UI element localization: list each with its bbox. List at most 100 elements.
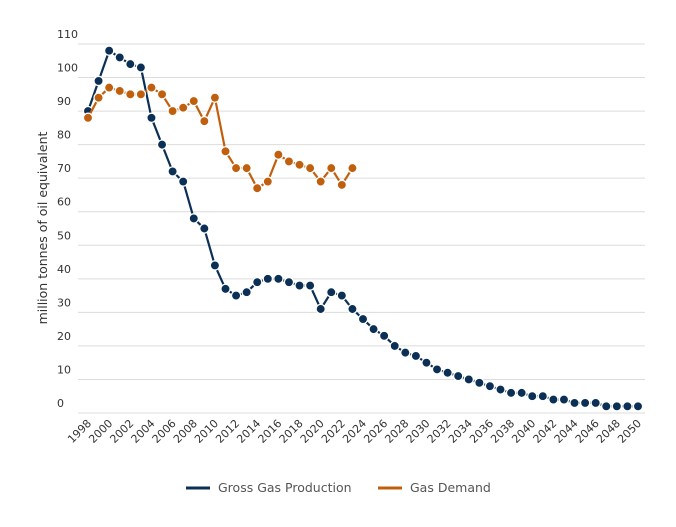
data-point: [177, 102, 189, 113]
data-point: [262, 273, 274, 285]
data-point: [548, 394, 559, 405]
data-point: [230, 290, 242, 301]
x-tick-label: 2050: [615, 417, 644, 446]
data-point: [251, 182, 263, 194]
series-layer: [82, 45, 644, 412]
data-point: [400, 347, 411, 358]
data-point: [262, 176, 274, 187]
y-tick-label: 10: [57, 363, 71, 376]
data-point: [199, 115, 210, 127]
data-point: [632, 401, 644, 412]
data-point: [495, 384, 506, 395]
data-point: [251, 276, 263, 288]
data-point: [114, 85, 125, 97]
y-tick-label: 50: [57, 229, 71, 242]
data-point: [431, 364, 443, 375]
data-point: [326, 286, 337, 298]
data-point: [188, 95, 200, 107]
data-point: [484, 380, 496, 392]
data-point: [177, 176, 189, 187]
data-point: [611, 401, 623, 412]
data-point: [389, 340, 400, 352]
series-gas-demand: [82, 82, 358, 194]
data-point: [421, 357, 432, 368]
data-point: [209, 92, 221, 103]
data-point: [378, 330, 390, 342]
y-tick-label: 40: [57, 263, 71, 276]
data-point: [93, 75, 104, 87]
y-tick-label: 80: [57, 129, 71, 142]
data-point: [537, 390, 549, 402]
data-point: [347, 162, 358, 174]
data-point: [125, 58, 136, 70]
data-point: [125, 89, 136, 100]
y-axis-ticks: 0 10 20 30 40 50 60 70 80 90 100 110: [57, 28, 78, 410]
y-tick-label: 0: [57, 397, 64, 410]
legend-item: Gross Gas Production: [186, 480, 352, 495]
data-point: [326, 162, 337, 174]
y-tick-label: 70: [57, 162, 71, 175]
legend-label: Gross Gas Production: [218, 480, 352, 495]
data-point: [103, 82, 115, 93]
data-point: [156, 139, 168, 150]
data-point: [146, 82, 157, 93]
legend: Gross Gas Production Gas Demand: [186, 480, 491, 495]
data-point: [336, 179, 348, 191]
data-point: [273, 273, 284, 285]
data-point: [209, 260, 221, 271]
data-point: [135, 62, 147, 73]
y-tick-label: 60: [57, 196, 71, 209]
data-point: [199, 223, 210, 234]
y-axis-label: million tonnes of oil equivalent: [35, 131, 50, 324]
data-point: [304, 162, 316, 174]
data-point: [103, 45, 115, 56]
gridlines: [78, 43, 645, 414]
data-point: [569, 397, 580, 409]
data-point: [474, 377, 485, 389]
data-point: [442, 367, 453, 378]
data-point: [241, 162, 252, 174]
data-point: [315, 303, 326, 315]
data-point: [167, 105, 178, 117]
legend-label: Gas Demand: [410, 480, 491, 495]
data-point: [463, 374, 475, 385]
data-point: [579, 397, 591, 409]
data-point: [368, 323, 379, 335]
data-point: [114, 52, 125, 63]
y-tick-label: 90: [57, 95, 71, 108]
data-point: [283, 156, 295, 167]
y-tick-label: 100: [57, 62, 78, 75]
data-point: [526, 390, 538, 402]
data-point: [220, 146, 231, 157]
data-point: [357, 313, 369, 325]
data-point: [135, 89, 147, 100]
data-point: [505, 387, 517, 399]
series-line: [87, 86, 354, 190]
data-point: [315, 176, 326, 187]
data-point: [516, 387, 527, 399]
data-point: [294, 159, 305, 171]
data-point: [294, 280, 305, 291]
y-tick-label: 110: [57, 28, 78, 41]
data-point: [558, 394, 570, 405]
data-point: [283, 276, 295, 288]
data-point: [156, 89, 168, 100]
data-point: [304, 280, 316, 291]
data-point: [410, 350, 422, 362]
y-tick-label: 30: [57, 296, 71, 309]
series-gross-gas-production: [82, 45, 644, 412]
data-point: [336, 290, 348, 301]
data-point: [188, 213, 200, 224]
data-point: [146, 112, 157, 124]
data-point: [273, 149, 284, 160]
data-point: [601, 401, 612, 412]
data-point: [452, 370, 464, 382]
y-tick-label: 20: [57, 330, 71, 343]
data-point: [622, 401, 633, 412]
data-point: [167, 166, 178, 177]
series-line: [86, 49, 638, 408]
data-point: [82, 112, 94, 124]
data-point: [230, 162, 242, 174]
x-axis-ticks: 1998200020022004200620082010201220142016…: [65, 417, 644, 446]
